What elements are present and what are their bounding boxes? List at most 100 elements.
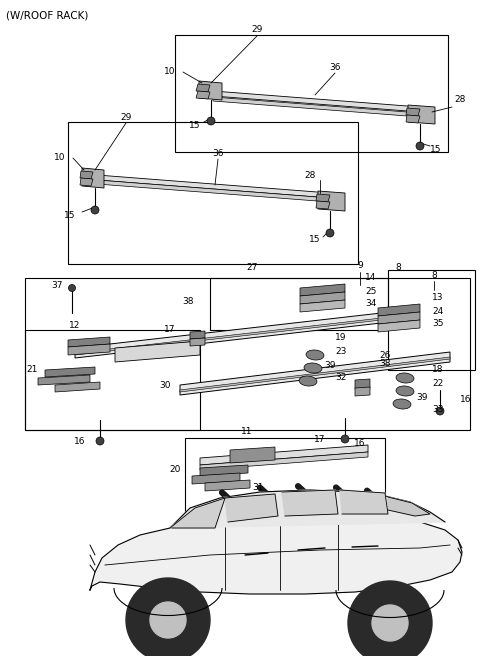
Polygon shape <box>200 465 248 476</box>
Text: 34: 34 <box>365 300 376 308</box>
Ellipse shape <box>299 376 317 386</box>
Text: 9: 9 <box>357 262 363 270</box>
Text: 20: 20 <box>169 466 180 474</box>
Polygon shape <box>180 357 450 392</box>
Text: 8: 8 <box>395 264 401 272</box>
Ellipse shape <box>306 350 324 360</box>
Text: 39: 39 <box>416 392 428 401</box>
Text: 15: 15 <box>430 146 442 155</box>
Text: 16: 16 <box>460 396 471 405</box>
Polygon shape <box>170 498 225 528</box>
Polygon shape <box>388 497 430 516</box>
Polygon shape <box>90 516 462 594</box>
Text: 25: 25 <box>365 287 376 295</box>
Polygon shape <box>190 331 205 339</box>
Text: 26: 26 <box>379 350 391 359</box>
Ellipse shape <box>396 386 414 396</box>
Polygon shape <box>80 171 93 179</box>
Polygon shape <box>378 320 420 332</box>
Polygon shape <box>55 382 100 392</box>
Polygon shape <box>205 480 250 491</box>
Text: 17: 17 <box>164 325 176 335</box>
Circle shape <box>416 142 424 150</box>
Polygon shape <box>200 445 368 465</box>
Polygon shape <box>406 108 420 116</box>
Text: 38: 38 <box>379 358 391 367</box>
Text: 14: 14 <box>365 274 376 283</box>
Text: 36: 36 <box>329 62 341 72</box>
Polygon shape <box>230 447 275 463</box>
Text: 32: 32 <box>335 373 347 382</box>
Polygon shape <box>318 191 345 211</box>
Polygon shape <box>199 81 222 100</box>
Text: 23: 23 <box>335 348 347 356</box>
Circle shape <box>69 285 75 291</box>
Polygon shape <box>75 312 390 358</box>
Polygon shape <box>408 105 435 124</box>
Text: 35: 35 <box>432 319 444 329</box>
Polygon shape <box>378 304 420 316</box>
Text: 13: 13 <box>432 293 444 302</box>
Polygon shape <box>170 490 445 528</box>
Text: 16: 16 <box>74 438 86 447</box>
Polygon shape <box>75 317 390 355</box>
Circle shape <box>150 602 186 638</box>
Text: 29: 29 <box>252 26 263 35</box>
Text: 33: 33 <box>432 405 444 415</box>
Circle shape <box>91 206 99 214</box>
Circle shape <box>372 605 408 641</box>
Bar <box>68 122 358 264</box>
Text: 18: 18 <box>432 365 444 375</box>
Polygon shape <box>300 300 345 312</box>
Polygon shape <box>282 490 338 516</box>
Bar <box>388 270 475 370</box>
Polygon shape <box>180 352 450 395</box>
Polygon shape <box>225 494 278 522</box>
Polygon shape <box>97 175 330 198</box>
Text: 39: 39 <box>324 361 336 369</box>
Text: 12: 12 <box>69 321 81 329</box>
Polygon shape <box>300 284 345 296</box>
Text: 17: 17 <box>314 436 326 445</box>
Text: 22: 22 <box>432 379 443 388</box>
Text: 27: 27 <box>246 264 258 272</box>
Polygon shape <box>213 91 420 112</box>
Ellipse shape <box>304 363 322 373</box>
Text: 21: 21 <box>26 365 38 375</box>
Polygon shape <box>316 201 330 209</box>
Polygon shape <box>196 91 210 99</box>
Circle shape <box>326 229 334 237</box>
Ellipse shape <box>393 399 411 409</box>
Circle shape <box>96 437 104 445</box>
Polygon shape <box>300 292 345 304</box>
Polygon shape <box>190 338 205 346</box>
Bar <box>175 35 448 152</box>
Text: 31: 31 <box>252 483 264 493</box>
Text: 29: 29 <box>120 112 132 121</box>
Polygon shape <box>355 387 370 396</box>
Text: 19: 19 <box>335 333 347 342</box>
Text: 10: 10 <box>54 154 66 163</box>
Ellipse shape <box>396 373 414 383</box>
Polygon shape <box>340 490 388 514</box>
Text: 37: 37 <box>51 281 63 289</box>
Polygon shape <box>97 180 330 202</box>
Text: 36: 36 <box>212 148 224 157</box>
Circle shape <box>341 435 349 443</box>
Text: 16: 16 <box>244 518 256 527</box>
Polygon shape <box>406 115 420 123</box>
Polygon shape <box>192 473 240 484</box>
Polygon shape <box>38 375 90 385</box>
Text: 28: 28 <box>304 171 316 180</box>
Polygon shape <box>45 367 95 377</box>
Polygon shape <box>80 178 93 186</box>
Text: (W/ROOF RACK): (W/ROOF RACK) <box>6 10 88 20</box>
Polygon shape <box>68 344 110 355</box>
Polygon shape <box>196 84 210 92</box>
Circle shape <box>207 117 215 125</box>
Text: 28: 28 <box>454 96 466 104</box>
Circle shape <box>266 514 274 522</box>
Text: 11: 11 <box>241 428 253 436</box>
Polygon shape <box>316 194 330 202</box>
Bar <box>185 438 385 518</box>
